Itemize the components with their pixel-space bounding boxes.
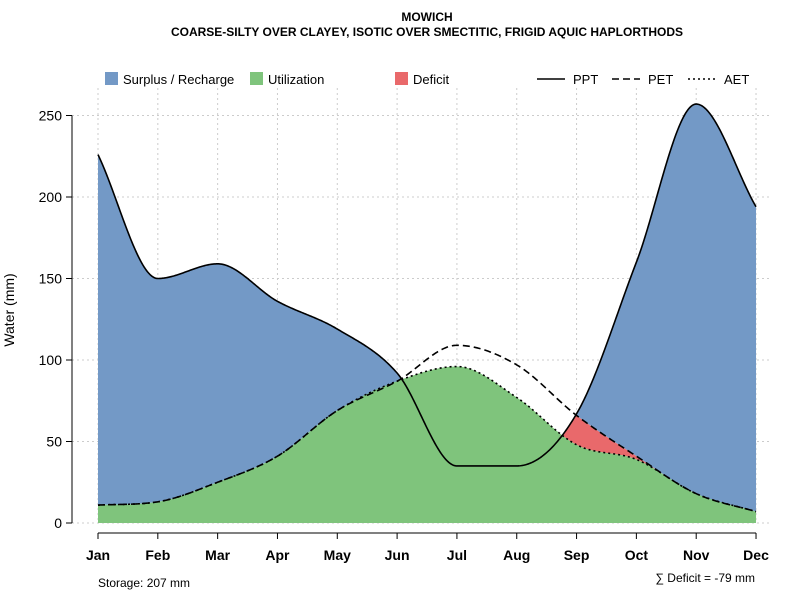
legend-label-aet: AET	[724, 72, 749, 87]
series-line-pet	[97, 344, 757, 513]
legend-swatch-surplus-recharge	[105, 72, 118, 85]
legend-label-pet: PET	[648, 72, 673, 87]
chart-subtitle: COARSE-SILTY OVER CLAYEY, ISOTIC OVER SM…	[171, 25, 683, 39]
y-axis-label: Water (mm)	[1, 273, 17, 346]
x-tick-label-sep: Sep	[564, 547, 590, 563]
chart-title: MOWICH	[401, 10, 452, 24]
x-tick-label-jul: Jul	[447, 547, 467, 563]
legend-label-surplus-recharge: Surplus / Recharge	[123, 72, 234, 87]
x-tick-label-feb: Feb	[145, 547, 170, 563]
legend-label-deficit: Deficit	[413, 72, 450, 87]
storage-annotation: Storage: 207 mm	[98, 576, 190, 590]
area-layer	[98, 104, 757, 523]
y-tick-label-200: 200	[39, 189, 63, 205]
line-layer	[97, 103, 757, 513]
axes-layer: 0 50 100 150 200 250 Jan Feb Mar Apr May Jun Jul Aug S…	[39, 108, 769, 564]
y-tick-label-250: 250	[39, 108, 63, 124]
area-utilization	[98, 366, 757, 523]
legend: Surplus / Recharge Utilization Deficit PPT P…	[105, 72, 749, 87]
y-tick-label-100: 100	[39, 352, 63, 368]
x-tick-label-may: May	[324, 547, 351, 563]
deficit-annotation: ∑ Deficit = -79 mm	[655, 571, 755, 585]
legend-label-utilization: Utilization	[268, 72, 324, 87]
legend-swatch-utilization	[250, 72, 263, 85]
y-tick-label-0: 0	[54, 515, 62, 531]
x-tick-label-apr: Apr	[265, 547, 290, 563]
series-line-ppt	[97, 103, 757, 467]
series-line-aet	[97, 365, 757, 513]
x-tick-label-jun: Jun	[385, 547, 410, 563]
x-tick-label-mar: Mar	[205, 547, 230, 563]
x-tick-label-aug: Aug	[503, 547, 530, 563]
area-surplus-recharge	[98, 104, 757, 512]
x-tick-label-jan: Jan	[86, 547, 110, 563]
y-tick-label-150: 150	[39, 271, 63, 287]
y-tick-label-50: 50	[46, 434, 62, 450]
x-tick-label-dec: Dec	[743, 547, 769, 563]
legend-swatch-deficit	[395, 72, 408, 85]
x-tick-label-nov: Nov	[683, 547, 710, 563]
x-tick-label-oct: Oct	[625, 547, 649, 563]
legend-label-ppt: PPT	[573, 72, 598, 87]
